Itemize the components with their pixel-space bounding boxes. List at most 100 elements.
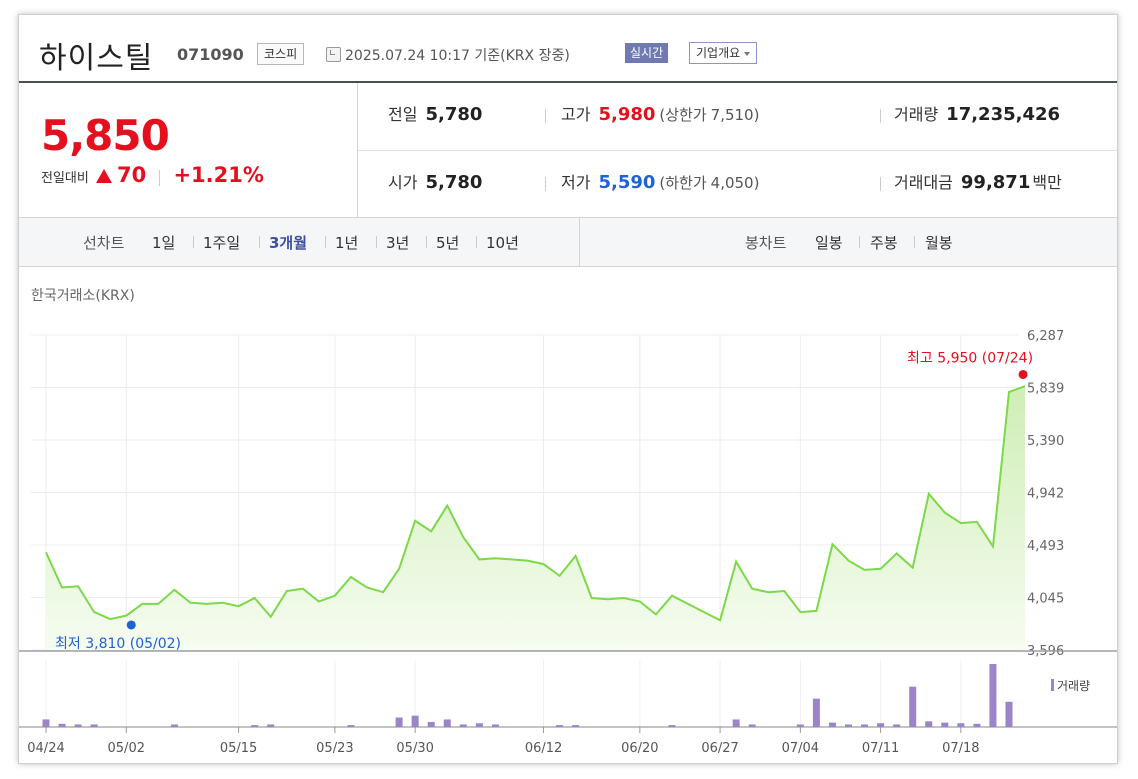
volume-bar (732, 719, 740, 727)
amount-value: 99,871 (960, 172, 1031, 193)
upper-limit-label: (상한가 (659, 106, 707, 124)
x-tick-label: 04/24 (27, 741, 64, 756)
quote-grid: 전일 5,780 고가 5,980 (상한가 7,510) 거래량 17,235,426 … (358, 83, 1117, 217)
current-price: 5,850 (41, 111, 170, 160)
volume-bar (877, 723, 885, 727)
lower-limit-value: 4,050) (710, 174, 760, 192)
company-overview-label: 기업개요 (696, 46, 741, 60)
up-arrow-icon (95, 169, 112, 183)
low-value: 5,590 (598, 172, 656, 193)
stock-code: 071090 (177, 45, 244, 64)
min-marker (126, 620, 136, 630)
x-tick-label: 05/23 (316, 741, 353, 756)
volume-bar (925, 721, 933, 727)
candle-daily[interactable]: 일봉 (815, 234, 843, 252)
volume-bar (170, 724, 178, 727)
volume-bar (989, 664, 997, 727)
open-label: 시가 (388, 173, 418, 192)
x-tick-label: 06/20 (621, 741, 658, 756)
high-value: 5,980 (598, 104, 656, 125)
candle-monthly[interactable]: 월봉 (925, 234, 953, 252)
volume-bar (74, 724, 82, 727)
divider (193, 236, 194, 248)
line-chart-periods: 선차트 1일 1주일 3개월 1년 3년 5년 10년 (19, 218, 580, 266)
x-tick-label: 07/04 (782, 741, 819, 756)
company-overview-button[interactable]: 기업개요 (689, 42, 758, 64)
period-1w[interactable]: 1주일 (203, 234, 241, 252)
volume-bar (475, 723, 483, 727)
stock-widget: 하이스틸 071090 코스피 2025.07.24 10:17 기준(KRX … (18, 14, 1118, 764)
volume-bar (973, 723, 981, 727)
period-5y[interactable]: 5년 (436, 234, 460, 252)
period-3y[interactable]: 3년 (386, 234, 410, 252)
market-badge: 코스피 (257, 43, 305, 65)
volume-bar (861, 724, 869, 727)
volume: 거래량 17,235,426 (894, 103, 1060, 127)
volume-bar (347, 725, 355, 727)
volume-bar (845, 724, 852, 727)
divider (545, 109, 546, 123)
divider (426, 236, 427, 248)
calendar-icon (326, 47, 341, 62)
quote-area: 5,850 전일대비 70 +1.21% 전일 5,780 고가 5,980 (상한가… (19, 83, 1117, 218)
price-chart: 6,2875,8395,3904,9424,4934,0453,59604/24… (19, 329, 1117, 756)
row-divider (358, 150, 1117, 151)
period-1d[interactable]: 1일 (152, 234, 176, 252)
divider (376, 236, 377, 248)
change-label: 전일대비 (41, 171, 89, 186)
volume-legend-swatch (1051, 679, 1054, 691)
volume-bar (893, 724, 901, 727)
volume-bar (395, 717, 403, 727)
volume-bar (411, 715, 419, 727)
price-box: 5,850 전일대비 70 +1.21% (19, 83, 358, 217)
volume-bar (251, 725, 259, 727)
realtime-badge[interactable]: 실시간 (625, 43, 669, 63)
volume-bar (957, 723, 965, 727)
volume-bar (58, 723, 66, 727)
x-tick-label: 05/30 (396, 741, 433, 756)
x-tick-label: 05/02 (108, 741, 145, 756)
prev-close-label: 전일 (388, 105, 418, 124)
candle-weekly[interactable]: 주봉 (870, 234, 898, 252)
y-tick-label: 4,045 (1027, 591, 1064, 606)
volume-bar (796, 724, 804, 727)
volume-bar (42, 719, 50, 727)
y-tick-label: 5,839 (1027, 381, 1064, 396)
period-1y[interactable]: 1년 (335, 234, 359, 252)
volume-bar (90, 724, 98, 727)
divider (159, 169, 161, 186)
period-3m[interactable]: 3개월 (269, 234, 308, 252)
price-area-fill (46, 386, 1026, 650)
y-tick-label: 5,390 (1027, 434, 1064, 449)
amount-unit: 백만 (1032, 173, 1062, 192)
x-tick-label: 06/12 (525, 741, 562, 756)
change-row: 전일대비 70 +1.21% (41, 163, 264, 187)
y-tick-label: 4,493 (1027, 539, 1064, 554)
volume-value: 17,235,426 (946, 104, 1061, 125)
volume-bar (459, 724, 467, 727)
high: 고가 5,980 (상한가 7,510) (561, 103, 759, 127)
open: 시가 5,780 (388, 171, 482, 195)
period-10y[interactable]: 10년 (486, 234, 519, 252)
volume-bar (267, 724, 275, 727)
divider (914, 236, 915, 248)
volume-bar (556, 725, 564, 727)
low-label: 저가 (561, 173, 591, 192)
prev-close-value: 5,780 (425, 104, 483, 125)
divider (859, 236, 860, 248)
volume-label: 거래량 (894, 105, 939, 124)
price-line (45, 385, 1026, 622)
candle-chart-label: 봉차트 (745, 234, 787, 252)
divider (880, 109, 881, 123)
y-tick-label: 4,942 (1027, 486, 1064, 501)
lower-limit-label: (하한가 (659, 174, 707, 192)
change-value: 70 (117, 163, 147, 187)
exchange-label: 한국거래소(KRX) (31, 288, 135, 304)
stock-name: 하이스틸 (39, 41, 154, 76)
volume-bar (748, 724, 756, 727)
x-tick-label: 07/18 (942, 741, 979, 756)
volume-bar (812, 698, 820, 727)
x-tick-label: 05/15 (220, 741, 257, 756)
divider (476, 236, 477, 248)
volume-bar (491, 724, 499, 727)
